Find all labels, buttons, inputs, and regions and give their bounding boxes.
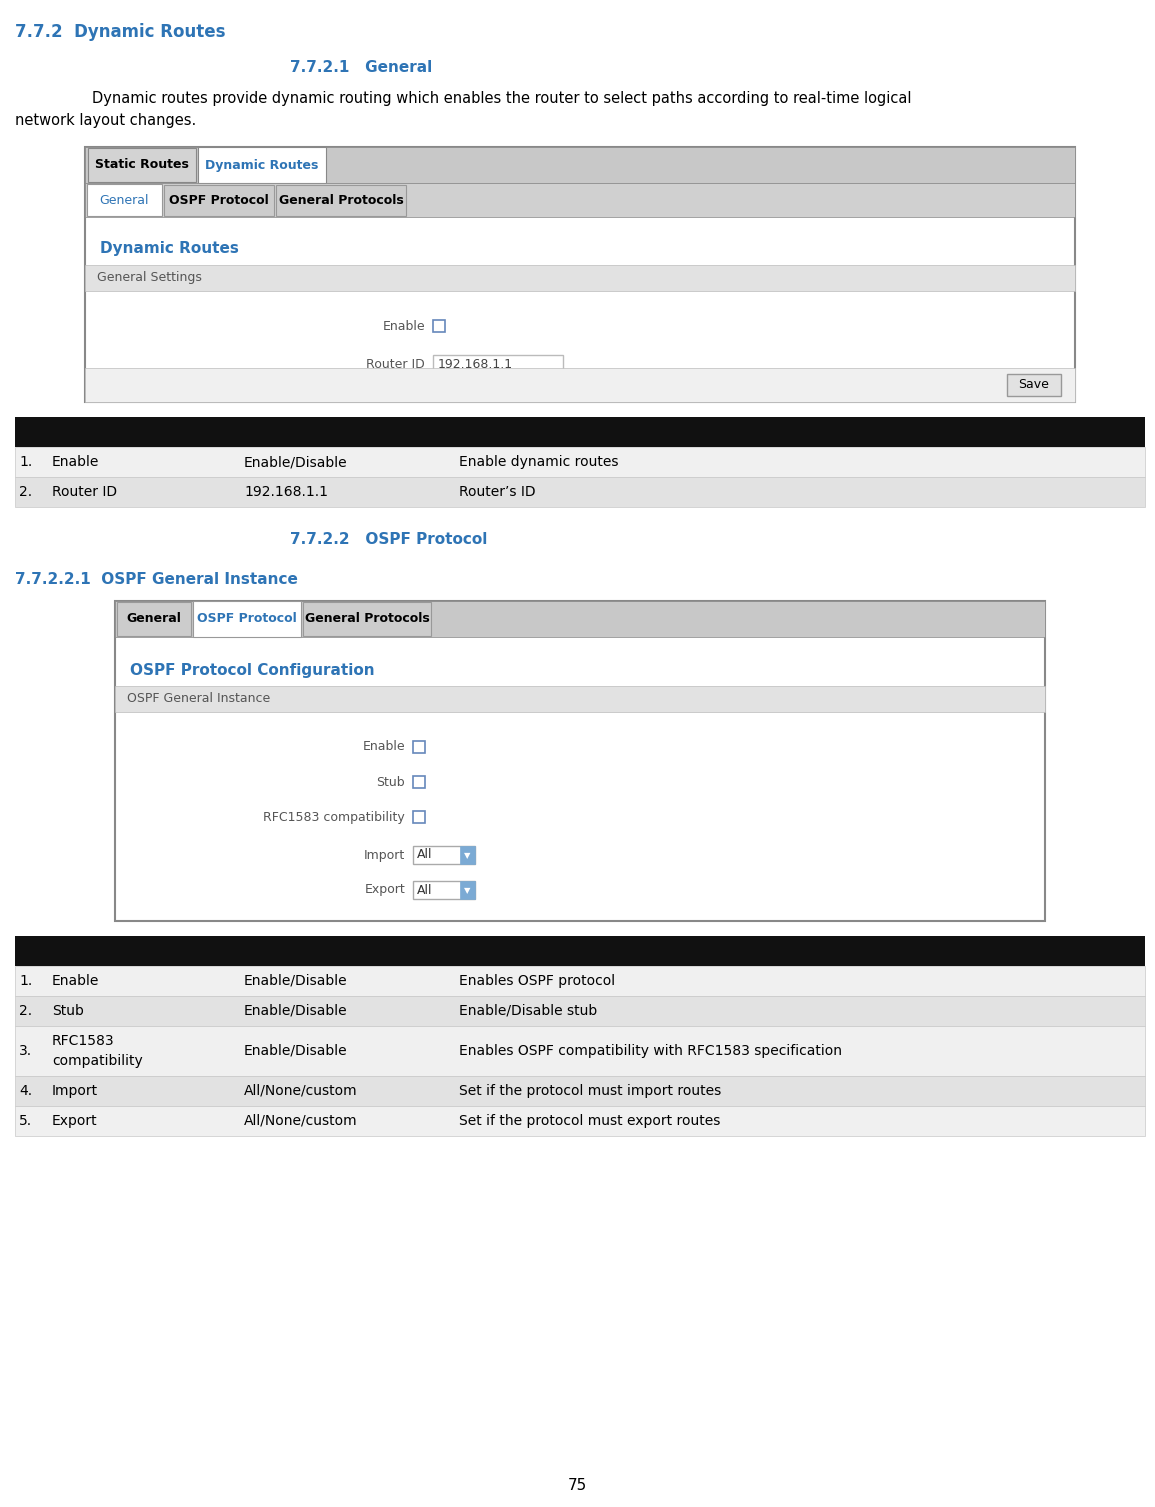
Bar bbox=[413, 776, 425, 788]
Bar bbox=[15, 996, 1145, 1026]
Bar bbox=[85, 182, 1075, 217]
Text: Enable: Enable bbox=[52, 455, 99, 469]
Text: Enable/Disable: Enable/Disable bbox=[244, 974, 348, 989]
Bar bbox=[15, 1106, 1145, 1136]
Text: 5.: 5. bbox=[18, 1114, 32, 1129]
Bar bbox=[15, 417, 1145, 448]
Text: 2.: 2. bbox=[18, 485, 32, 499]
Text: Set if the protocol must export routes: Set if the protocol must export routes bbox=[459, 1114, 721, 1129]
Text: General: General bbox=[99, 193, 149, 206]
Text: Enable/Disable: Enable/Disable bbox=[244, 1004, 348, 1019]
Text: Dynamic Routes: Dynamic Routes bbox=[100, 241, 239, 256]
Bar bbox=[117, 601, 191, 636]
Bar bbox=[85, 368, 1075, 402]
Bar bbox=[413, 882, 475, 900]
Text: Enables OSPF protocol: Enables OSPF protocol bbox=[459, 974, 616, 989]
Bar bbox=[85, 265, 1075, 291]
Bar bbox=[85, 148, 1075, 182]
Text: RFC1583 compatibility: RFC1583 compatibility bbox=[263, 811, 405, 823]
Text: 7.7.2.2   OSPF Protocol: 7.7.2.2 OSPF Protocol bbox=[290, 532, 487, 547]
Text: General: General bbox=[127, 612, 181, 625]
Text: Router ID: Router ID bbox=[366, 357, 425, 371]
Bar bbox=[303, 601, 431, 636]
Text: All/None/custom: All/None/custom bbox=[244, 1084, 358, 1099]
Text: Router’s ID: Router’s ID bbox=[459, 485, 536, 499]
Bar bbox=[198, 148, 326, 182]
Text: General Protocols: General Protocols bbox=[305, 612, 430, 625]
Text: Export: Export bbox=[52, 1114, 98, 1129]
Text: Enable: Enable bbox=[382, 319, 425, 333]
Text: 4.: 4. bbox=[18, 1084, 32, 1099]
Bar bbox=[164, 185, 274, 216]
Text: 192.168.1.1: 192.168.1.1 bbox=[244, 485, 328, 499]
Text: ▼: ▼ bbox=[464, 851, 470, 860]
Bar bbox=[116, 601, 1045, 637]
Text: Router ID: Router ID bbox=[52, 485, 117, 499]
Bar bbox=[276, 185, 407, 216]
Text: Enable/Disable: Enable/Disable bbox=[244, 455, 348, 469]
Text: Enable: Enable bbox=[363, 740, 405, 754]
Text: 7.7.2  Dynamic Routes: 7.7.2 Dynamic Routes bbox=[15, 23, 225, 41]
Bar bbox=[15, 936, 1145, 966]
Text: Import: Import bbox=[364, 848, 405, 862]
Text: Dynamic Routes: Dynamic Routes bbox=[206, 158, 319, 172]
Bar bbox=[15, 478, 1145, 506]
Bar bbox=[460, 845, 475, 864]
Bar bbox=[85, 148, 1075, 402]
Bar bbox=[433, 319, 445, 332]
Bar bbox=[116, 686, 1045, 711]
Text: compatibility: compatibility bbox=[52, 1053, 143, 1068]
Text: OSPF Protocol: OSPF Protocol bbox=[198, 612, 297, 625]
Bar bbox=[1007, 374, 1061, 396]
Text: OSPF General Instance: OSPF General Instance bbox=[127, 693, 270, 705]
Bar bbox=[433, 356, 562, 374]
Text: Enable/Disable: Enable/Disable bbox=[244, 1044, 348, 1058]
Text: OSPF Protocol: OSPF Protocol bbox=[169, 193, 269, 206]
Text: Static Routes: Static Routes bbox=[95, 158, 189, 172]
Text: All/None/custom: All/None/custom bbox=[244, 1114, 358, 1129]
Text: 7.7.2.1   General: 7.7.2.1 General bbox=[290, 59, 432, 74]
Text: Enable: Enable bbox=[52, 974, 99, 989]
Bar bbox=[413, 811, 425, 823]
Bar bbox=[15, 966, 1145, 996]
Text: 2.: 2. bbox=[18, 1004, 32, 1019]
Bar bbox=[88, 148, 196, 182]
Text: Enables OSPF compatibility with RFC1583 specification: Enables OSPF compatibility with RFC1583 … bbox=[459, 1044, 842, 1058]
Text: Enable dynamic routes: Enable dynamic routes bbox=[459, 455, 618, 469]
Text: Dynamic routes provide dynamic routing which enables the router to select paths : Dynamic routes provide dynamic routing w… bbox=[55, 92, 911, 107]
Bar bbox=[87, 184, 162, 216]
Text: OSPF Protocol Configuration: OSPF Protocol Configuration bbox=[131, 663, 374, 678]
Text: 1.: 1. bbox=[18, 455, 32, 469]
Bar bbox=[413, 741, 425, 754]
Text: 192.168.1.1: 192.168.1.1 bbox=[438, 357, 513, 371]
Text: 1.: 1. bbox=[18, 974, 32, 989]
Bar bbox=[116, 601, 1045, 921]
Text: Set if the protocol must import routes: Set if the protocol must import routes bbox=[459, 1084, 721, 1099]
Text: 75: 75 bbox=[568, 1477, 587, 1492]
Bar bbox=[15, 1026, 1145, 1076]
Bar bbox=[193, 601, 301, 637]
Text: All: All bbox=[417, 848, 432, 862]
Bar bbox=[460, 882, 475, 900]
Text: All: All bbox=[417, 883, 432, 897]
Text: 3.: 3. bbox=[18, 1044, 32, 1058]
Text: Save: Save bbox=[1019, 378, 1050, 392]
Text: Import: Import bbox=[52, 1084, 98, 1099]
Text: Export: Export bbox=[364, 883, 405, 897]
Text: General Settings: General Settings bbox=[97, 271, 202, 285]
Bar bbox=[15, 1076, 1145, 1106]
Text: RFC1583: RFC1583 bbox=[52, 1034, 114, 1047]
Text: Stub: Stub bbox=[52, 1004, 84, 1019]
Text: ▼: ▼ bbox=[464, 886, 470, 895]
Bar bbox=[15, 448, 1145, 478]
Text: Enable/Disable stub: Enable/Disable stub bbox=[459, 1004, 597, 1019]
Text: 7.7.2.2.1  OSPF General Instance: 7.7.2.2.1 OSPF General Instance bbox=[15, 571, 298, 586]
Text: network layout changes.: network layout changes. bbox=[15, 113, 196, 128]
Bar bbox=[413, 845, 475, 864]
Text: Stub: Stub bbox=[377, 776, 405, 788]
Text: General Protocols: General Protocols bbox=[278, 193, 403, 206]
